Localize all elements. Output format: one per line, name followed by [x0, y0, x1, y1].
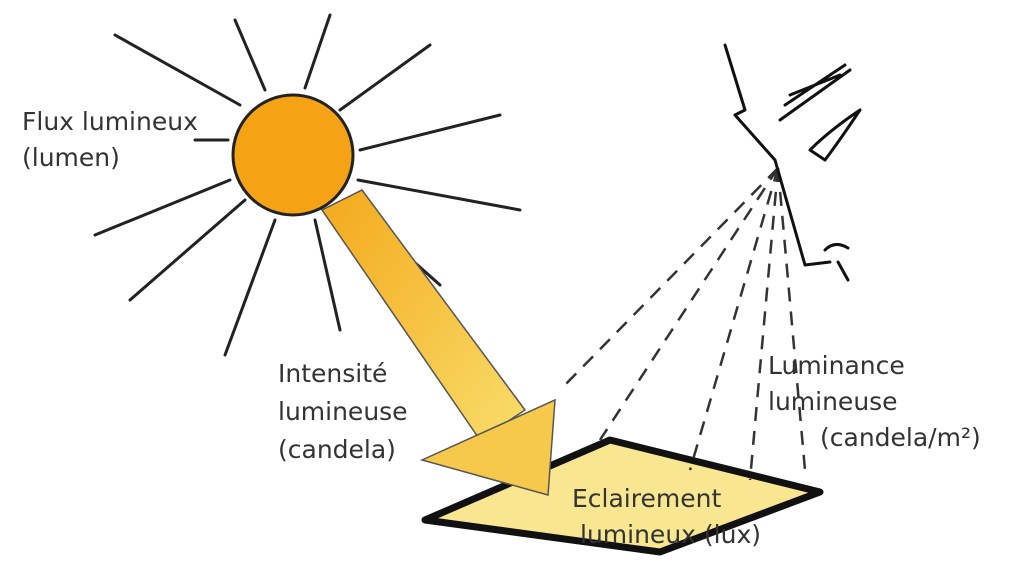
luminance-label: (candela/m²): [820, 423, 981, 452]
flux-label: (lumen): [22, 143, 120, 172]
luminance-label: lumineuse: [768, 387, 898, 416]
illuminance-label: Eclairement: [572, 484, 721, 513]
sun: [233, 95, 353, 215]
flux-label: Flux lumineux: [22, 107, 198, 136]
intensity-label: Intensité: [278, 359, 387, 388]
diagram: Flux lumineux (lumen) Intensité lumineuse (c…: [0, 0, 1024, 569]
illuminance-label: lumineux (lux): [580, 520, 761, 549]
intensity-label: lumineuse: [278, 397, 408, 426]
intensity-label: (candela): [278, 435, 396, 464]
face-profile: [725, 45, 860, 280]
view-lines: [560, 168, 805, 480]
luminance-label: Luminance: [768, 351, 905, 380]
